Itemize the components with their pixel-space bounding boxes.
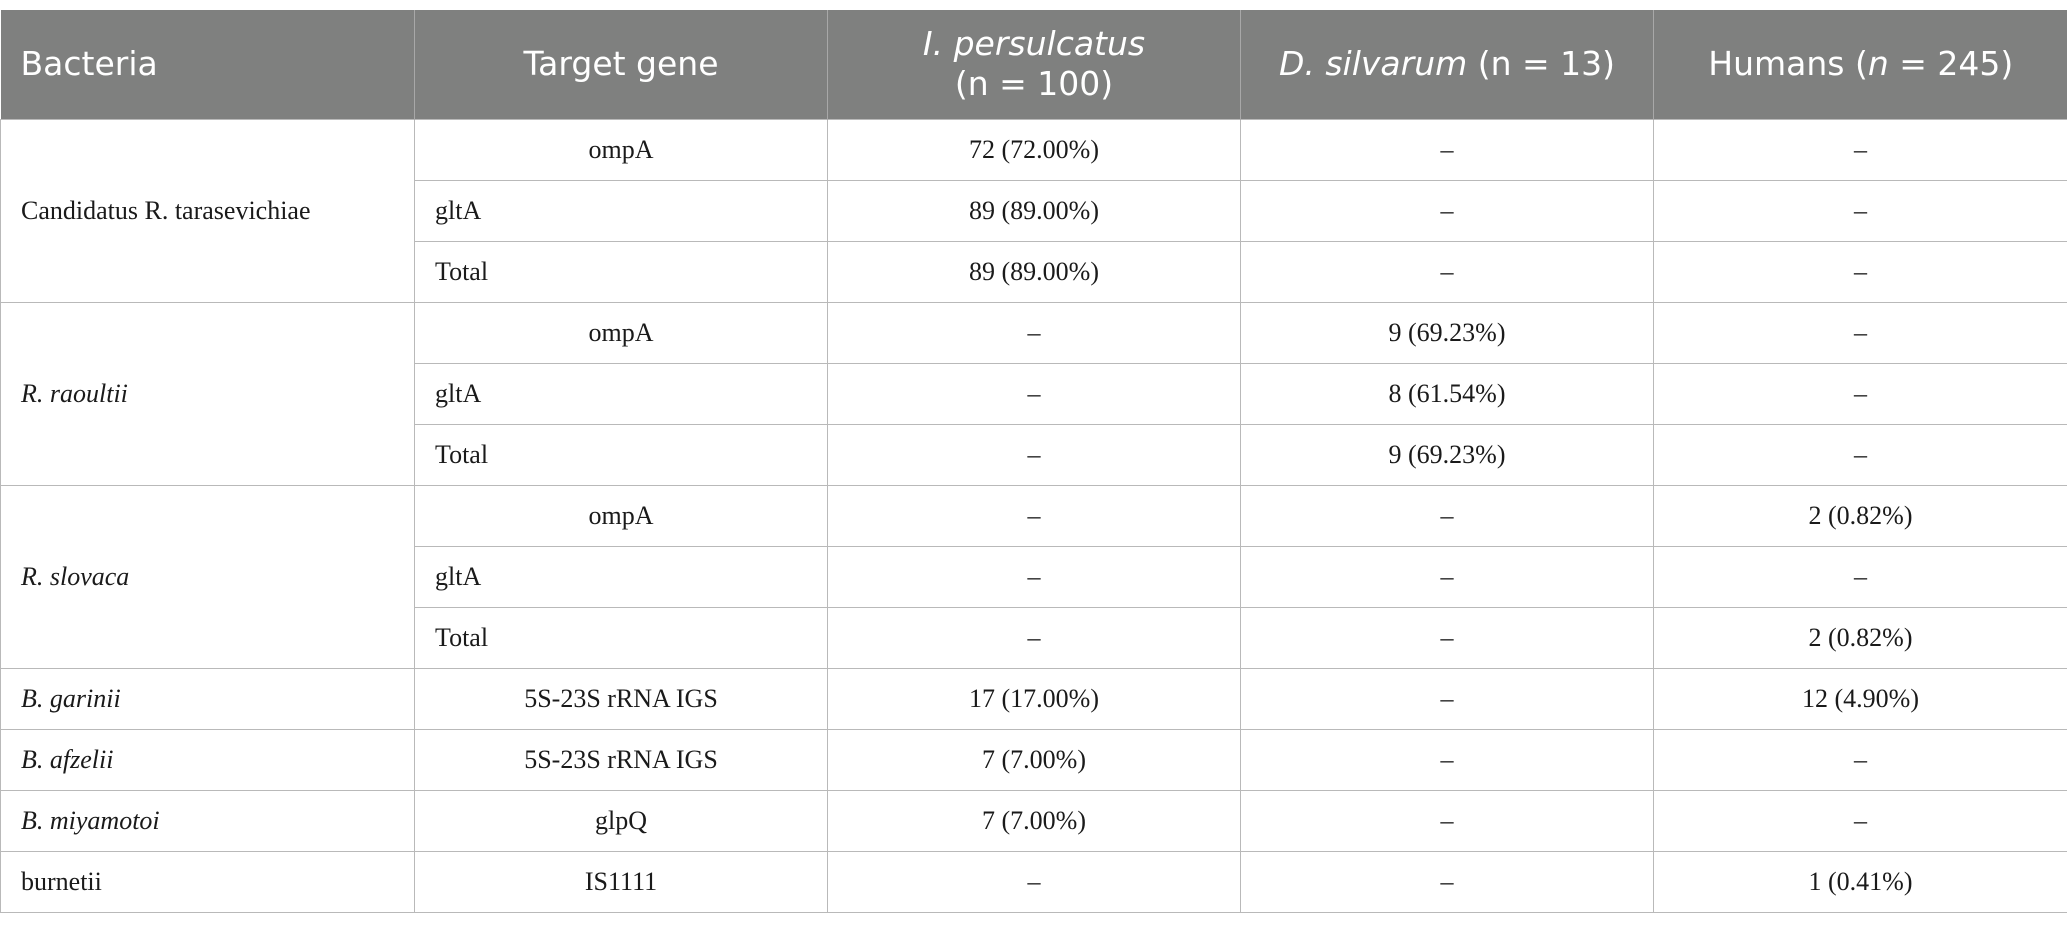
i-persulcatus-cell: – — [827, 850, 1241, 913]
header-d-silvarum-count: (n = 13) — [1467, 44, 1616, 84]
i-persulcatus-cell: 7 (7.00%) — [827, 789, 1241, 852]
gene-cell: 5S-23S rRNA IGS — [414, 728, 828, 791]
bacteria-cell: burnetii — [0, 850, 415, 913]
humans-cell: – — [1653, 789, 2067, 852]
table-row: Total – 9 (69.23%) – — [1, 423, 2067, 486]
header-d-silvarum: D. silvarum (n = 13) — [1240, 10, 1654, 119]
gene-cell: 5S-23S rRNA IGS — [414, 667, 828, 730]
header-row: Bacteria Target gene I. persulcatus (n = … — [0, 10, 2067, 119]
table-row: Total 89 (89.00%) – – — [1, 240, 2067, 303]
d-silvarum-cell: 9 (69.23%) — [1240, 423, 1654, 486]
table-row: B. miyamotoi glpQ 7 (7.00%) – – — [0, 789, 2067, 852]
header-i-persulcatus-species: I. persulcatus — [922, 24, 1146, 64]
d-silvarum-cell: – — [1240, 118, 1654, 181]
header-humans: Humans (n = 245) — [1653, 10, 2067, 119]
gene-cell: ompA — [414, 118, 828, 181]
bacteria-cell: Candidatus R. tarasevichiae — [0, 118, 415, 303]
i-persulcatus-cell: – — [827, 606, 1241, 669]
gene-cell: ompA — [414, 484, 828, 547]
humans-cell: – — [1653, 362, 2067, 425]
gene-cell: glpQ — [414, 789, 828, 852]
i-persulcatus-cell: 89 (89.00%) — [827, 179, 1241, 242]
detection-results-table: Bacteria Target gene I. persulcatus (n = … — [0, 10, 2067, 913]
i-persulcatus-cell: 72 (72.00%) — [827, 118, 1241, 181]
humans-cell: – — [1653, 118, 2067, 181]
i-persulcatus-cell: 17 (17.00%) — [827, 667, 1241, 730]
table-row: R. slovaca ompA – – 2 (0.82%) — [0, 484, 2067, 669]
i-persulcatus-cell: – — [827, 362, 1241, 425]
gene-cell: Total — [414, 240, 828, 303]
d-silvarum-cell: – — [1240, 789, 1654, 852]
d-silvarum-cell: – — [1240, 240, 1654, 303]
humans-cell: 12 (4.90%) — [1653, 667, 2067, 730]
gene-cell: Total — [414, 606, 828, 669]
gene-cell: gltA — [414, 545, 828, 608]
i-persulcatus-cell: – — [827, 545, 1241, 608]
humans-cell: – — [1653, 728, 2067, 791]
i-persulcatus-cell: 7 (7.00%) — [827, 728, 1241, 791]
header-humans-pre: Humans ( — [1708, 44, 1868, 84]
table-row: gltA – 8 (61.54%) – — [1, 362, 2067, 425]
humans-cell: – — [1653, 240, 2067, 303]
i-persulcatus-cell: 89 (89.00%) — [827, 240, 1241, 303]
header-humans-n: n — [1867, 44, 1889, 84]
header-bacteria: Bacteria — [0, 10, 415, 119]
d-silvarum-cell: 8 (61.54%) — [1240, 362, 1654, 425]
d-silvarum-cell: – — [1240, 606, 1654, 669]
header-d-silvarum-species: D. silvarum — [1278, 44, 1468, 84]
table-row: B. afzelii 5S-23S rRNA IGS 7 (7.00%) – – — [0, 728, 2067, 791]
humans-cell: 1 (0.41%) — [1653, 850, 2067, 913]
table-row: R. raoultii ompA – 9 (69.23%) – — [0, 301, 2067, 486]
i-persulcatus-cell: – — [827, 423, 1241, 486]
d-silvarum-cell: – — [1240, 179, 1654, 242]
bacteria-cell: R. raoultii — [0, 301, 415, 486]
humans-cell: – — [1653, 423, 2067, 486]
header-i-persulcatus: I. persulcatus (n = 100) — [827, 10, 1241, 119]
bacteria-cell: R. slovaca — [0, 484, 415, 669]
header-bacteria-label: Bacteria — [20, 44, 158, 84]
table-row: B. garinii 5S-23S rRNA IGS 17 (17.00%) –… — [0, 667, 2067, 730]
bacteria-cell: B. afzelii — [0, 728, 415, 791]
table-row: Candidatus R. tarasevichiae ompA 72 (72.… — [0, 118, 2067, 303]
results-table-container: Bacteria Target gene I. persulcatus (n = … — [0, 10, 2067, 913]
bacteria-cell: B. garinii — [0, 667, 415, 730]
humans-cell: 2 (0.82%) — [1653, 484, 2067, 547]
table-header: Bacteria Target gene I. persulcatus (n = … — [0, 10, 2067, 119]
header-target-gene-label: Target gene — [523, 44, 719, 84]
header-target-gene: Target gene — [414, 10, 828, 119]
header-humans-post: = 245) — [1888, 44, 2014, 84]
bacteria-cell: B. miyamotoi — [0, 789, 415, 852]
gene-cell: ompA — [414, 301, 828, 364]
table-row: burnetii IS1111 – – 1 (0.41%) — [0, 850, 2067, 913]
humans-cell: 2 (0.82%) — [1653, 606, 2067, 669]
table-row: gltA 89 (89.00%) – – — [1, 179, 2067, 242]
table-row: Total – – 2 (0.82%) — [1, 606, 2067, 669]
gene-cell: IS1111 — [414, 850, 828, 913]
humans-cell: – — [1653, 545, 2067, 608]
i-persulcatus-cell: – — [827, 301, 1241, 364]
d-silvarum-cell: – — [1240, 667, 1654, 730]
humans-cell: – — [1653, 179, 2067, 242]
humans-cell: – — [1653, 301, 2067, 364]
i-persulcatus-cell: – — [827, 484, 1241, 547]
d-silvarum-cell: – — [1240, 484, 1654, 547]
gene-cell: Total — [414, 423, 828, 486]
d-silvarum-cell: 9 (69.23%) — [1240, 301, 1654, 364]
table-row: gltA – – – — [1, 545, 2067, 608]
table-body: Candidatus R. tarasevichiae ompA 72 (72.… — [0, 118, 2067, 913]
gene-cell: gltA — [414, 179, 828, 242]
gene-cell: gltA — [414, 362, 828, 425]
d-silvarum-cell: – — [1240, 728, 1654, 791]
header-i-persulcatus-count: (n = 100) — [954, 64, 1114, 104]
d-silvarum-cell: – — [1240, 850, 1654, 913]
d-silvarum-cell: – — [1240, 545, 1654, 608]
